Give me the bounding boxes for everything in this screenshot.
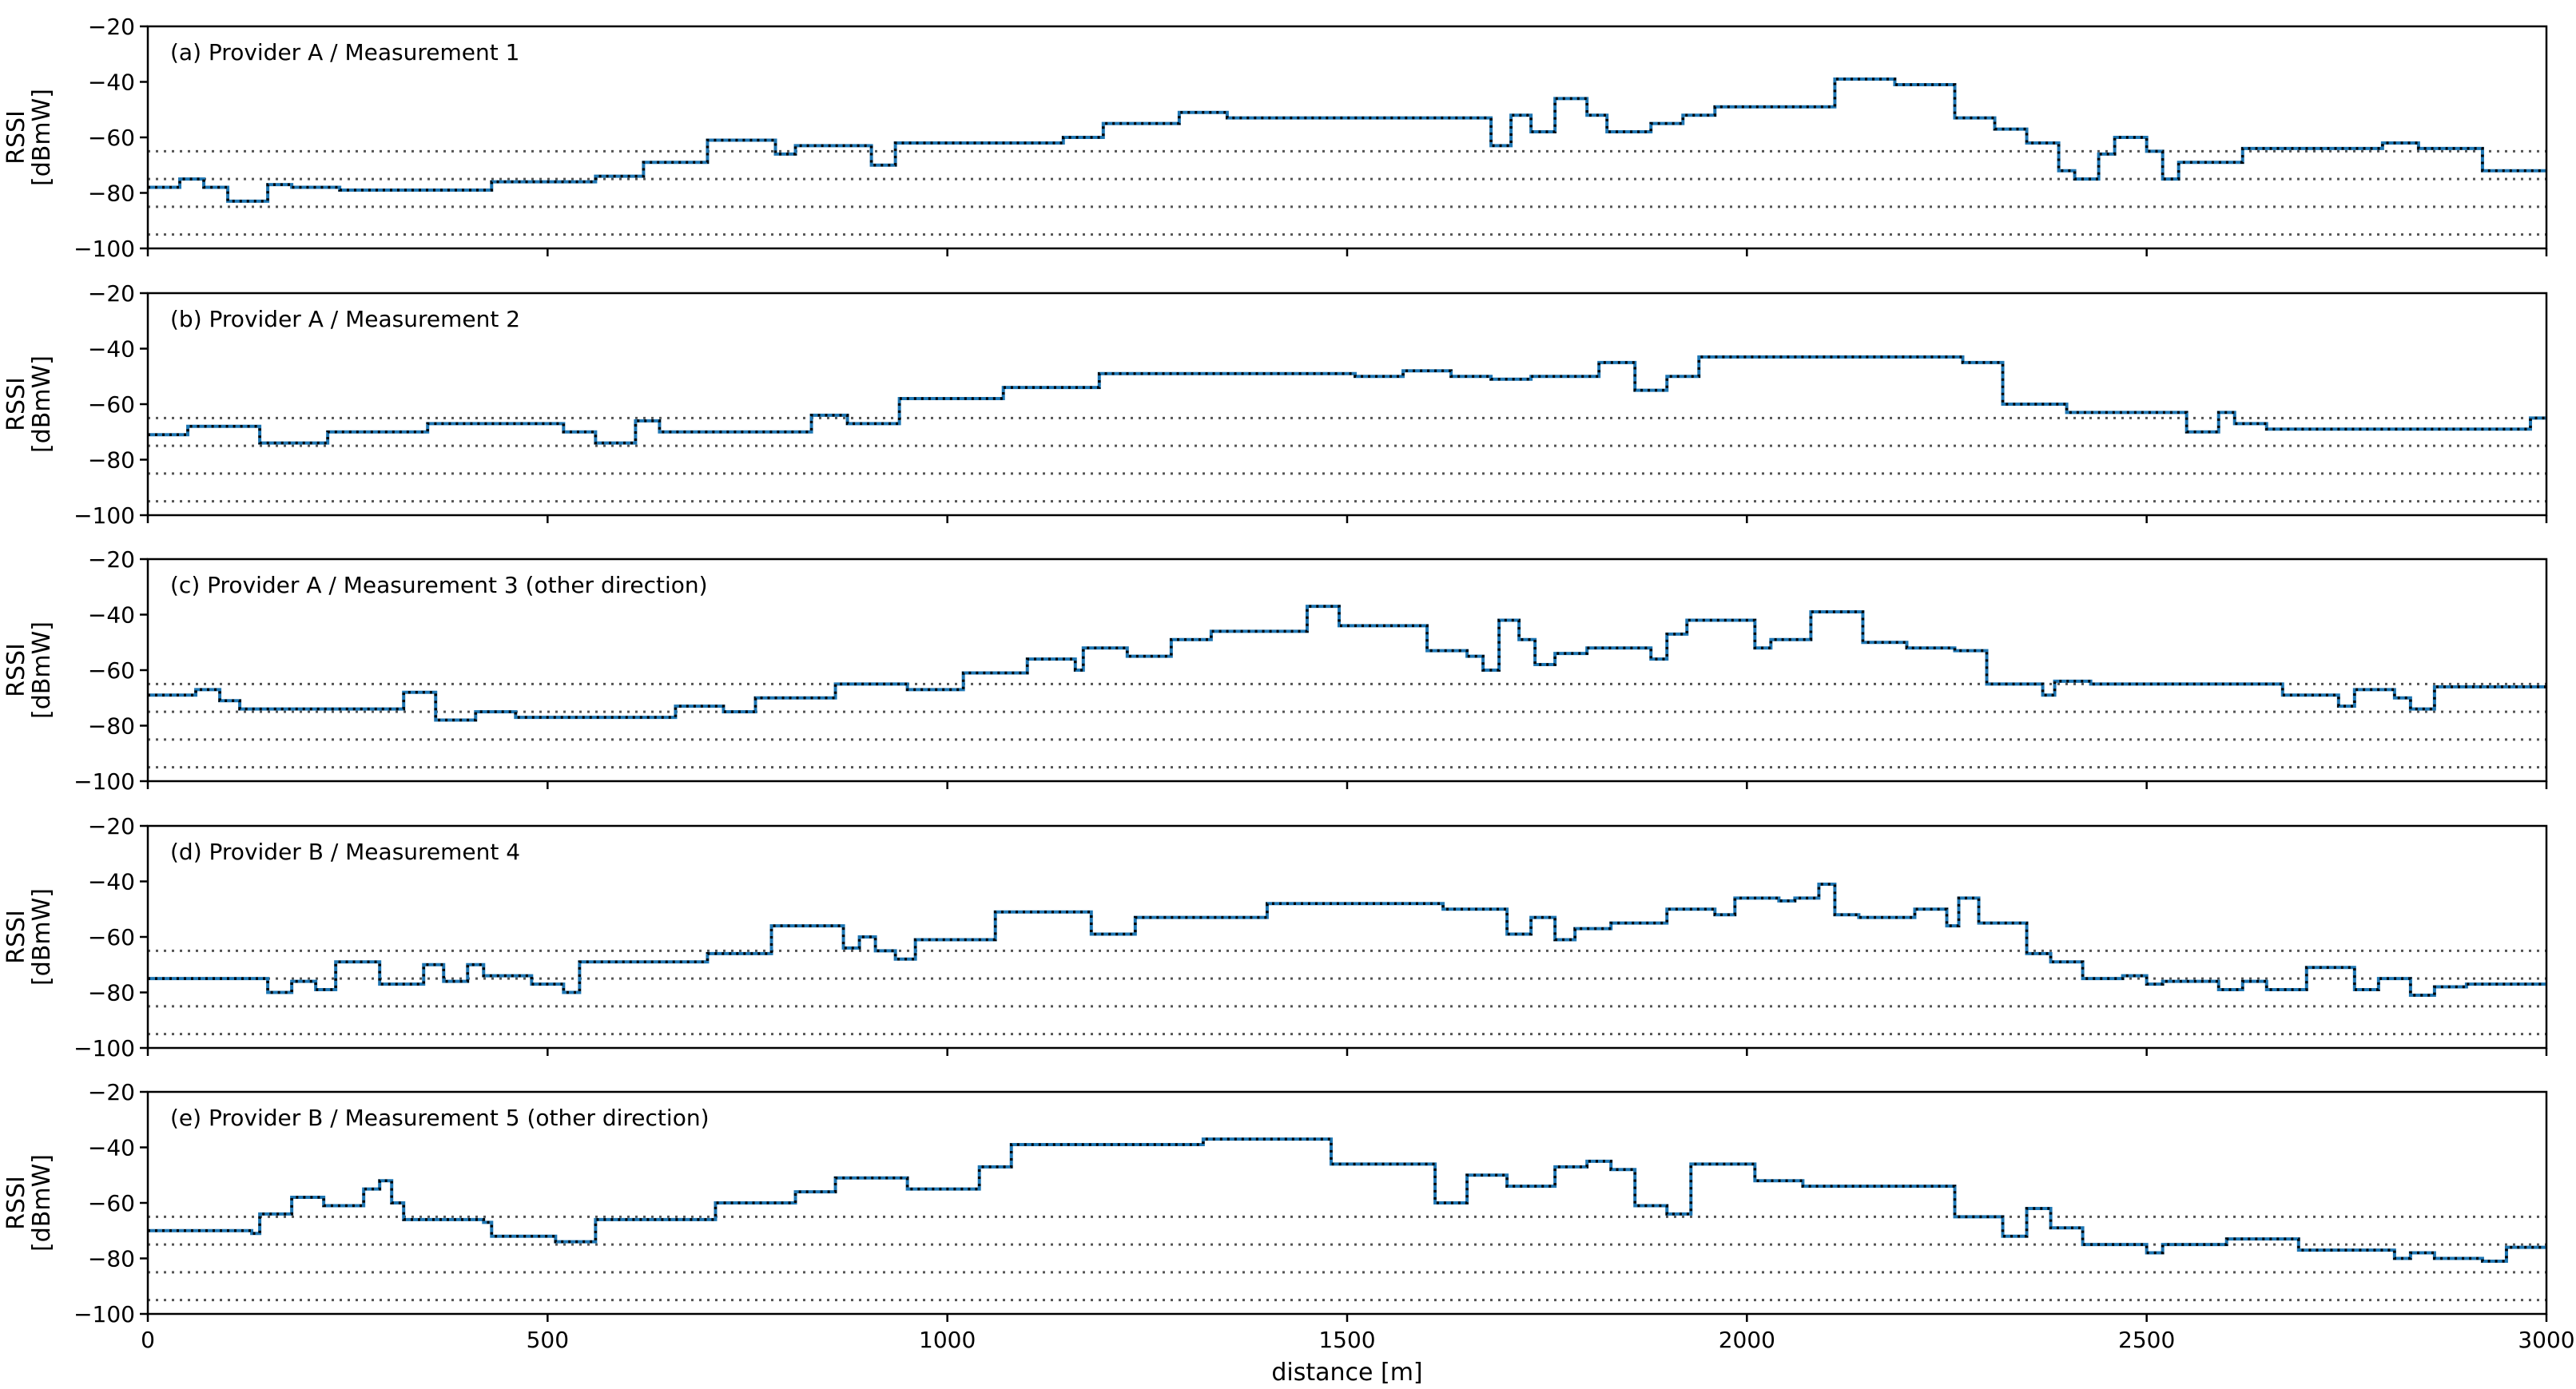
y-tick-label: −60 (88, 391, 135, 418)
y-axis-label: RSSI (2, 643, 30, 697)
y-tick-label: −40 (88, 869, 135, 895)
y-tick-label: −20 (88, 1079, 135, 1105)
y-axis-label: RSSI (2, 910, 30, 964)
signal-line (148, 605, 2546, 722)
y-tick-label: −100 (74, 236, 135, 262)
panel-title: (a) Provider A / Measurement 1 (170, 39, 519, 65)
y-tick-label: −40 (88, 1135, 135, 1161)
y-tick-label: −40 (88, 336, 135, 363)
y-tick-label: −100 (74, 1035, 135, 1062)
x-tick-label: 1500 (1318, 1327, 1375, 1353)
panel-c: −100 −80 −60 −40 −20 (c) Provider A / Measure… (2, 546, 2548, 795)
signal-line-dotted (148, 883, 2546, 997)
y-axis-label: [dBmW] (28, 89, 56, 186)
y-tick-label: −40 (88, 69, 135, 96)
x-axis-label: distance [m] (1271, 1359, 1422, 1386)
panel-d: −100 −80 −60 −40 −20 (d) Provider B / Measure… (2, 813, 2548, 1062)
signal-line (148, 355, 2546, 445)
y-tick-label: −60 (88, 125, 135, 151)
y-tick-label: −80 (88, 447, 135, 474)
y-tick-label: −60 (88, 657, 135, 684)
y-tick-label: −80 (88, 713, 135, 740)
x-tick-label: 500 (527, 1327, 569, 1353)
panel-title: (d) Provider B / Measurement 4 (170, 839, 520, 865)
panel-a: −100 −80 −60 −40 −20 (a) Provider A / Measure… (2, 14, 2548, 262)
y-tick-label: −80 (88, 980, 135, 1006)
x-tick-label: 2000 (1719, 1327, 1775, 1353)
y-tick-label: −20 (88, 280, 135, 307)
y-tick-label: −20 (88, 813, 135, 839)
y-tick-label: −100 (74, 502, 135, 529)
signal-line-dotted (148, 605, 2546, 722)
panel-e: −100 −80 −60 −40 −20 0 500 1000 1500 2000 2500 3000… (2, 1079, 2575, 1353)
y-tick-label: −80 (88, 1246, 135, 1272)
x-tick-label: 1000 (919, 1327, 976, 1353)
panel-title: (c) Provider A / Measurement 3 (other di… (170, 572, 708, 598)
signal-line-dotted (148, 77, 2546, 203)
y-tick-label: −100 (74, 768, 135, 795)
panel-title: (e) Provider B / Measurement 5 (other di… (170, 1105, 710, 1131)
y-tick-label: −100 (74, 1301, 135, 1327)
y-tick-label: −20 (88, 14, 135, 40)
y-axis-label: [dBmW] (28, 888, 56, 986)
signal-line-dotted (148, 1137, 2546, 1263)
signal-line (148, 77, 2546, 203)
y-axis-label: RSSI (2, 1176, 30, 1230)
y-tick-label: −40 (88, 602, 135, 629)
x-tick-label: 0 (141, 1327, 155, 1353)
y-tick-label: −60 (88, 924, 135, 950)
y-axis-label: [dBmW] (28, 1154, 56, 1252)
y-tick-label: −20 (88, 546, 135, 573)
y-axis-label: [dBmW] (28, 621, 56, 719)
y-axis-label: [dBmW] (28, 355, 56, 453)
x-tick-label: 3000 (2518, 1327, 2574, 1353)
y-tick-label: −80 (88, 181, 135, 207)
panel-b: −100 −80 −60 −40 −20 (b) Provider A / Measure… (2, 280, 2548, 529)
y-tick-label: −60 (88, 1190, 135, 1216)
x-tick-label: 2500 (2118, 1327, 2175, 1353)
panel-title: (b) Provider A / Measurement 2 (170, 306, 520, 332)
y-axis-label: RSSI (2, 110, 30, 165)
y-axis-label: RSSI (2, 377, 30, 431)
signal-line (148, 1137, 2546, 1263)
